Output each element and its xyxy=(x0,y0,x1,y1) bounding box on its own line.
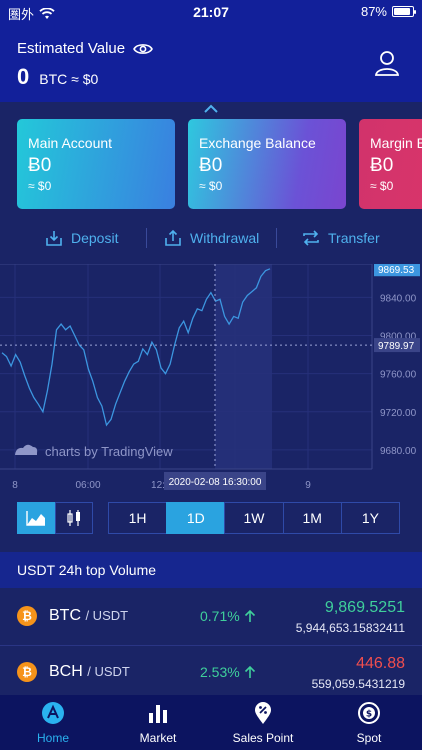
home-icon xyxy=(42,702,64,724)
x-tick-label: 12: xyxy=(151,480,165,491)
carrier-label: 圏外 xyxy=(8,7,35,22)
y-tick-label: 9720.00 xyxy=(380,408,417,419)
estimated-value: 0 BTC ≈ $0 xyxy=(17,64,99,89)
nav-spot[interactable]: $ Spot xyxy=(327,701,411,745)
battery-icon xyxy=(392,6,416,17)
bottom-nav: Home Market Sales Point $ Spot xyxy=(0,695,422,750)
tradingview-cloud-icon xyxy=(15,444,38,455)
y-tick-label: 9800.00 xyxy=(380,332,417,343)
nav-sales-point[interactable]: Sales Point xyxy=(221,701,305,745)
market-icon xyxy=(149,705,167,723)
y-tick-label: 9680.00 xyxy=(380,446,417,457)
withdrawal-icon xyxy=(165,229,181,246)
interval-1d-button[interactable]: 1D xyxy=(166,502,226,534)
last-price-label: 9869.53 xyxy=(378,265,415,276)
eye-icon[interactable] xyxy=(133,42,154,56)
transfer-icon xyxy=(303,230,319,246)
interval-1h-button[interactable]: 1H xyxy=(108,502,168,534)
last-price-badge xyxy=(374,264,420,277)
header: 圏外 21:07 87% Estimated Value 0 BTC ≈ $0 xyxy=(0,0,422,102)
arrow-up-icon xyxy=(244,665,255,678)
candlestick-icon xyxy=(67,510,80,526)
x-tick-label: 06:00 xyxy=(75,480,100,491)
divider xyxy=(276,228,277,248)
volume-value: 5,944,653.15832411 xyxy=(295,621,405,635)
arrow-up-icon xyxy=(244,609,255,622)
account-actions: Deposit Withdrawal Transfer xyxy=(0,224,422,252)
btc-symbol-icon: Ƀ xyxy=(28,155,41,176)
chevron-up-icon[interactable] xyxy=(201,103,221,115)
spot-icon: $ xyxy=(358,702,380,724)
volume-value: 559,059.5431219 xyxy=(311,677,405,691)
svg-text:$: $ xyxy=(366,710,372,720)
candle-chart-toggle[interactable] xyxy=(55,502,93,534)
btc-symbol-icon: Ƀ xyxy=(370,155,383,176)
area-chart-toggle[interactable] xyxy=(17,502,55,534)
chart-background xyxy=(0,264,422,494)
status-bar: 圏外 21:07 87% xyxy=(0,0,422,24)
wifi-icon xyxy=(39,7,55,19)
estimated-value-label: Estimated Value xyxy=(17,40,154,57)
price-chart-svg[interactable]: 9840.00 9800.00 9760.00 9720.00 9680.00 9869.… xyxy=(0,264,422,494)
cursor-time-label: 2020-02-08 16:30:00 xyxy=(169,477,262,488)
price-series-line xyxy=(1,268,271,427)
bitcoin-icon: ₿ xyxy=(17,606,37,626)
transfer-button[interactable]: Transfer xyxy=(302,224,380,252)
market-row-btc[interactable]: ₿ BTC / USDT 0.71% 9,869.5251 5,944,653.… xyxy=(0,588,422,646)
battery-percent: 87% xyxy=(360,4,387,19)
interval-1w-button[interactable]: 1W xyxy=(224,502,284,534)
y-tick-label: 9760.00 xyxy=(380,370,417,381)
user-icon[interactable] xyxy=(374,50,400,76)
chart-controls: 1H 1D 1W 1M 1Y xyxy=(0,502,422,536)
y-tick-label: 9840.00 xyxy=(380,293,417,304)
x-tick-label: 8 xyxy=(12,480,18,491)
withdrawal-button[interactable]: Withdrawal xyxy=(164,224,259,252)
nav-home[interactable]: Home xyxy=(11,701,95,745)
bitcoin-cash-icon: ₿ xyxy=(17,662,37,682)
divider xyxy=(146,228,147,248)
cursor-price-badge xyxy=(374,338,420,353)
price-value: 446.88 xyxy=(356,655,405,672)
market-row-bch[interactable]: ₿ BCH / USDT 2.53% 446.88 559,059.543121… xyxy=(0,646,422,704)
nav-market[interactable]: Market xyxy=(116,701,200,745)
price-chart[interactable]: 9840.00 9800.00 9760.00 9720.00 9680.00 9869.… xyxy=(0,264,422,494)
top-volume-header: USDT 24h top Volume xyxy=(0,552,422,588)
cursor-price-label: 9789.97 xyxy=(378,341,415,352)
tradingview-watermark: charts by TradingView xyxy=(45,444,173,459)
status-time: 21:07 xyxy=(193,4,229,20)
sales-point-icon xyxy=(255,702,271,724)
interval-1y-button[interactable]: 1Y xyxy=(340,502,400,534)
deposit-button[interactable]: Deposit xyxy=(45,224,118,252)
selection-highlight xyxy=(215,264,272,469)
btc-symbol-icon: Ƀ xyxy=(199,155,212,176)
price-value: 9,869.5251 xyxy=(324,599,405,616)
deposit-icon xyxy=(46,231,62,246)
interval-1m-button[interactable]: 1M xyxy=(282,502,342,534)
cursor-time-badge xyxy=(164,472,266,490)
area-chart-icon xyxy=(26,511,45,526)
x-tick-label: 9 xyxy=(305,480,311,491)
